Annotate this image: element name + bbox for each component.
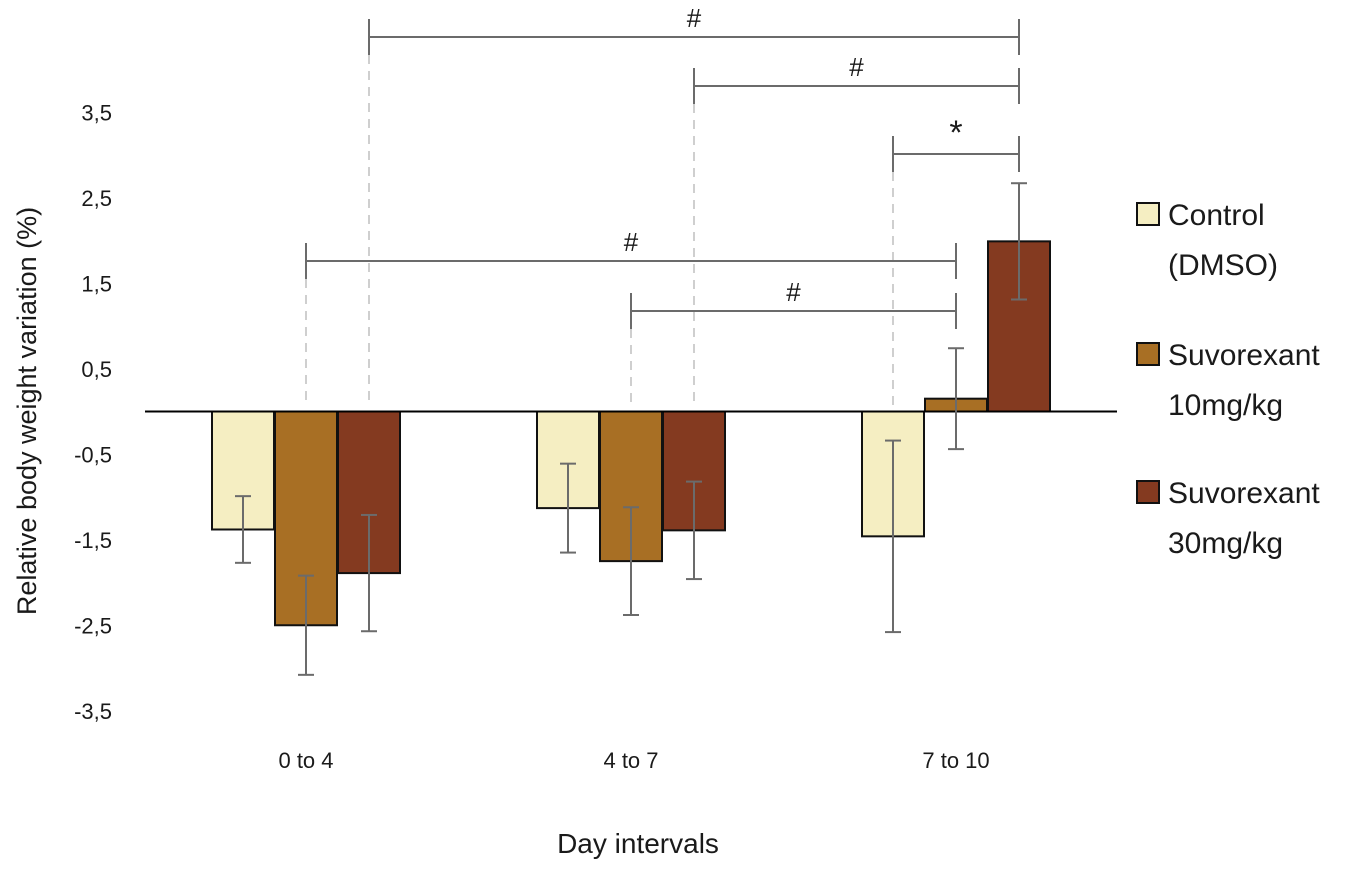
legend-label: 10mg/kg — [1168, 389, 1283, 422]
legend-label: Control — [1168, 199, 1265, 232]
error-bar — [686, 480, 702, 581]
x-tick-label: 7 to 10 — [922, 748, 989, 773]
y-tick-label: -2,5 — [74, 613, 112, 638]
legend-item: Suvorexant 30mg/kg — [1136, 477, 1320, 560]
significance-bracket — [693, 68, 1020, 104]
legend-swatch — [1136, 202, 1160, 226]
y-tick-label: 0,5 — [81, 357, 112, 382]
y-tick-label: 3,5 — [81, 100, 112, 125]
error-bar — [361, 513, 377, 633]
legend-item: Control (DMSO) — [1136, 199, 1278, 282]
legend-swatch — [1136, 342, 1160, 366]
significance-label: # — [687, 3, 702, 33]
y-axis-label: Relative body weight variation (%) — [12, 207, 42, 615]
error-bar — [298, 574, 314, 676]
error-bar — [948, 347, 964, 451]
significance-label: # — [786, 277, 801, 307]
x-tick-label: 0 to 4 — [278, 748, 333, 773]
x-tick-label: 4 to 7 — [603, 748, 658, 773]
significance-bracket — [892, 136, 1020, 172]
error-bar — [885, 439, 901, 634]
y-tick-label: 1,5 — [81, 271, 112, 296]
error-bar — [235, 495, 251, 564]
legend-label: Suvorexant — [1168, 339, 1320, 372]
significance-label: # — [624, 227, 639, 257]
legend-label: (DMSO) — [1168, 249, 1278, 282]
legend-label: Suvorexant — [1168, 477, 1320, 510]
significance-label: # — [849, 52, 864, 82]
legend-item: Suvorexant 10mg/kg — [1136, 339, 1320, 422]
error-bar — [623, 506, 639, 616]
x-axis-label: Day intervals — [557, 828, 719, 859]
y-tick-label: 2,5 — [81, 186, 112, 211]
significance-bracket — [368, 19, 1020, 55]
y-tick-label: -1,5 — [74, 528, 112, 553]
legend-swatch — [1136, 480, 1160, 504]
significance-bracket — [630, 293, 957, 329]
significance-label: * — [949, 114, 962, 152]
legend-label: 30mg/kg — [1168, 527, 1283, 560]
y-tick-label: -3,5 — [74, 699, 112, 724]
error-bar — [1011, 182, 1027, 301]
y-tick-label: -0,5 — [74, 442, 112, 467]
significance-bracket — [305, 243, 957, 279]
error-bar — [560, 462, 576, 554]
